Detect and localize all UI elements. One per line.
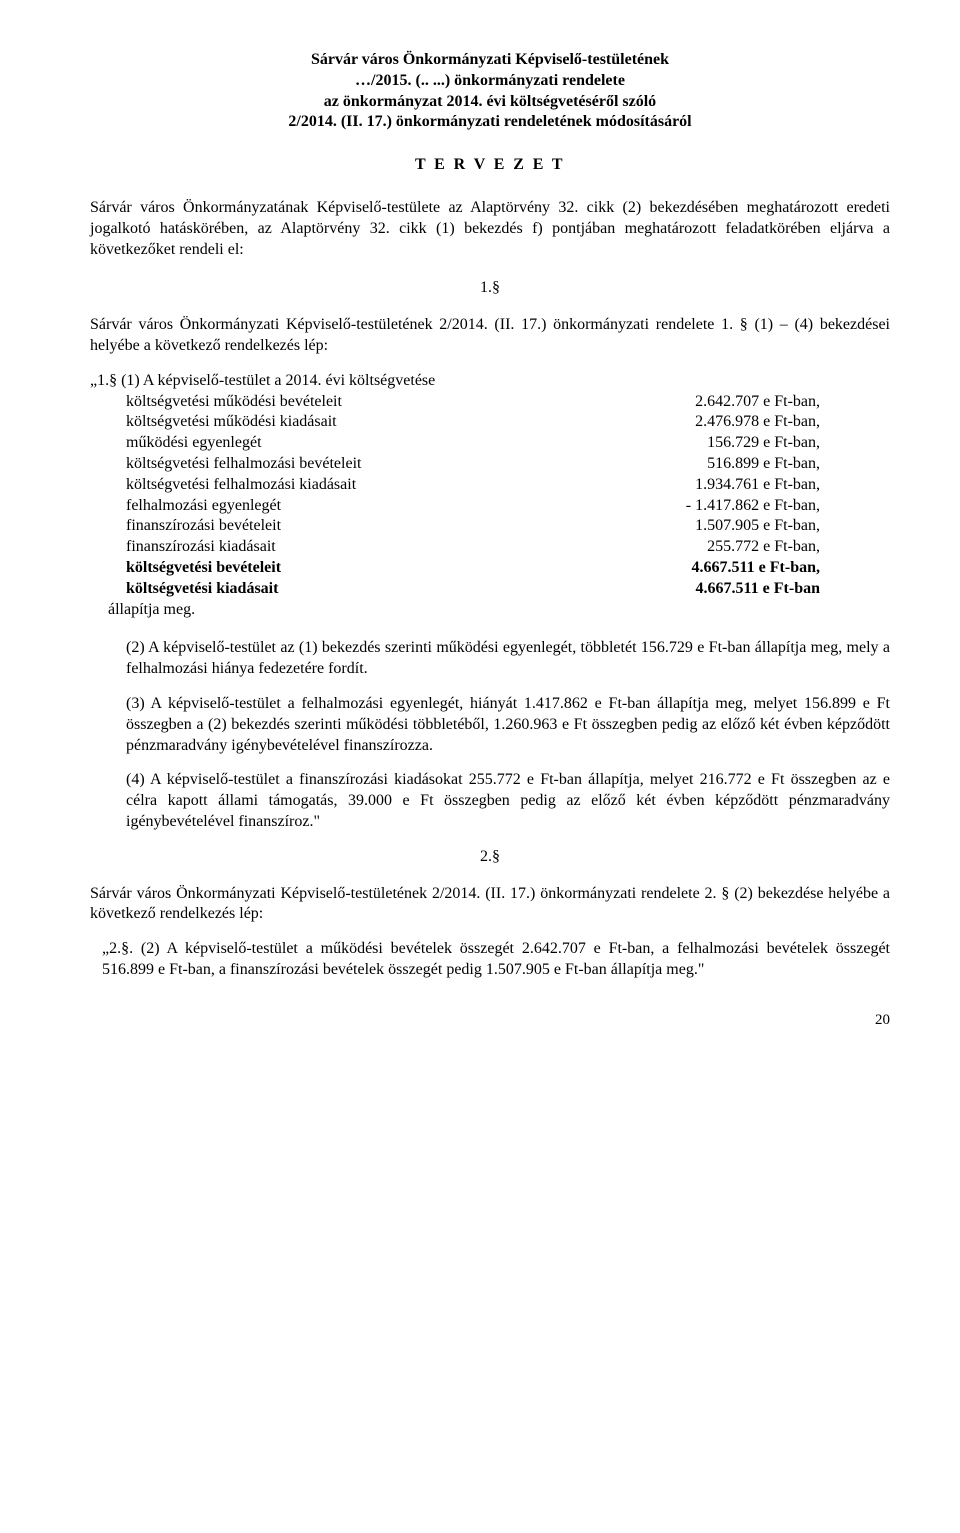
budget-row: finanszírozási kiadásait255.772 e Ft-ban… <box>90 537 890 558</box>
budget-row-label: költségvetési bevételeit <box>90 558 590 579</box>
page-number: 20 <box>90 1011 890 1031</box>
budget-head: „1.§ (1) A képviselő-testület a 2014. év… <box>90 371 890 392</box>
budget-row-value: 4.667.511 e Ft-ban, <box>590 558 890 579</box>
budget-row: költségvetési kiadásait4.667.511 e Ft-ba… <box>90 579 890 600</box>
title-line-3: az önkormányzat 2014. évi költségvetésér… <box>90 92 890 113</box>
title-line-2: …/2015. (.. ...) önkormányzati rendelete <box>90 71 890 92</box>
section-2-intro: Sárvár város Önkormányzati Képviselő-tes… <box>90 884 890 926</box>
section-1-number: 1.§ <box>90 278 890 299</box>
document-title: Sárvár város Önkormányzati Képviselő-tes… <box>90 50 890 133</box>
title-line-1: Sárvár város Önkormányzati Képviselő-tes… <box>90 50 890 71</box>
section-2-body: „2.§. (2) A képviselő-testület a működés… <box>102 939 890 981</box>
budget-row-value: 255.772 e Ft-ban, <box>590 537 890 558</box>
paragraph-2: (2) A képviselő-testület az (1) bekezdés… <box>126 638 890 680</box>
budget-row: felhalmozási egyenlegét- 1.417.862 e Ft-… <box>90 496 890 517</box>
budget-row-value: 2.642.707 e Ft-ban, <box>590 392 890 413</box>
budget-row-value: 2.476.978 e Ft-ban, <box>590 412 890 433</box>
budget-row-label: felhalmozási egyenlegét <box>90 496 590 517</box>
budget-row-label: költségvetési működési kiadásait <box>90 412 590 433</box>
preamble: Sárvár város Önkormányzatának Képviselő-… <box>90 198 890 260</box>
budget-row-value: 1.507.905 e Ft-ban, <box>590 516 890 537</box>
budget-row-value: 516.899 e Ft-ban, <box>590 454 890 475</box>
budget-row: költségvetési felhalmozási bevételeit516… <box>90 454 890 475</box>
budget-row-value: 4.667.511 e Ft-ban <box>590 579 890 600</box>
budget-row-label: költségvetési felhalmozási bevételeit <box>90 454 590 475</box>
budget-row: költségvetési bevételeit4.667.511 e Ft-b… <box>90 558 890 579</box>
draft-label: T E R V E Z E T <box>90 155 890 176</box>
budget-row-label: költségvetési kiadásait <box>90 579 590 600</box>
budget-row: költségvetési működési kiadásait2.476.97… <box>90 412 890 433</box>
budget-row-value: 156.729 e Ft-ban, <box>590 433 890 454</box>
budget-row-value: - 1.417.862 e Ft-ban, <box>590 496 890 517</box>
budget-row-label: finanszírozási bevételeit <box>90 516 590 537</box>
budget-closing: állapítja meg. <box>90 600 890 621</box>
budget-row: költségvetési felhalmozási kiadásait1.93… <box>90 475 890 496</box>
budget-row-label: finanszírozási kiadásait <box>90 537 590 558</box>
budget-row-label: működési egyenlegét <box>90 433 590 454</box>
paragraph-4: (4) A képviselő-testület a finanszírozás… <box>126 770 890 832</box>
section-2-number: 2.§ <box>90 847 890 868</box>
section-1-intro: Sárvár város Önkormányzati Képviselő-tes… <box>90 315 890 357</box>
budget-table: költségvetési működési bevételeit2.642.7… <box>90 392 890 600</box>
paragraph-3: (3) A képviselő-testület a felhalmozási … <box>126 694 890 756</box>
budget-row-label: költségvetési felhalmozási kiadásait <box>90 475 590 496</box>
budget-row: költségvetési működési bevételeit2.642.7… <box>90 392 890 413</box>
budget-row: működési egyenlegét156.729 e Ft-ban, <box>90 433 890 454</box>
budget-row-value: 1.934.761 e Ft-ban, <box>590 475 890 496</box>
title-line-4: 2/2014. (II. 17.) önkormányzati rendelet… <box>90 112 890 133</box>
budget-row-label: költségvetési működési bevételeit <box>90 392 590 413</box>
budget-row: finanszírozási bevételeit1.507.905 e Ft-… <box>90 516 890 537</box>
